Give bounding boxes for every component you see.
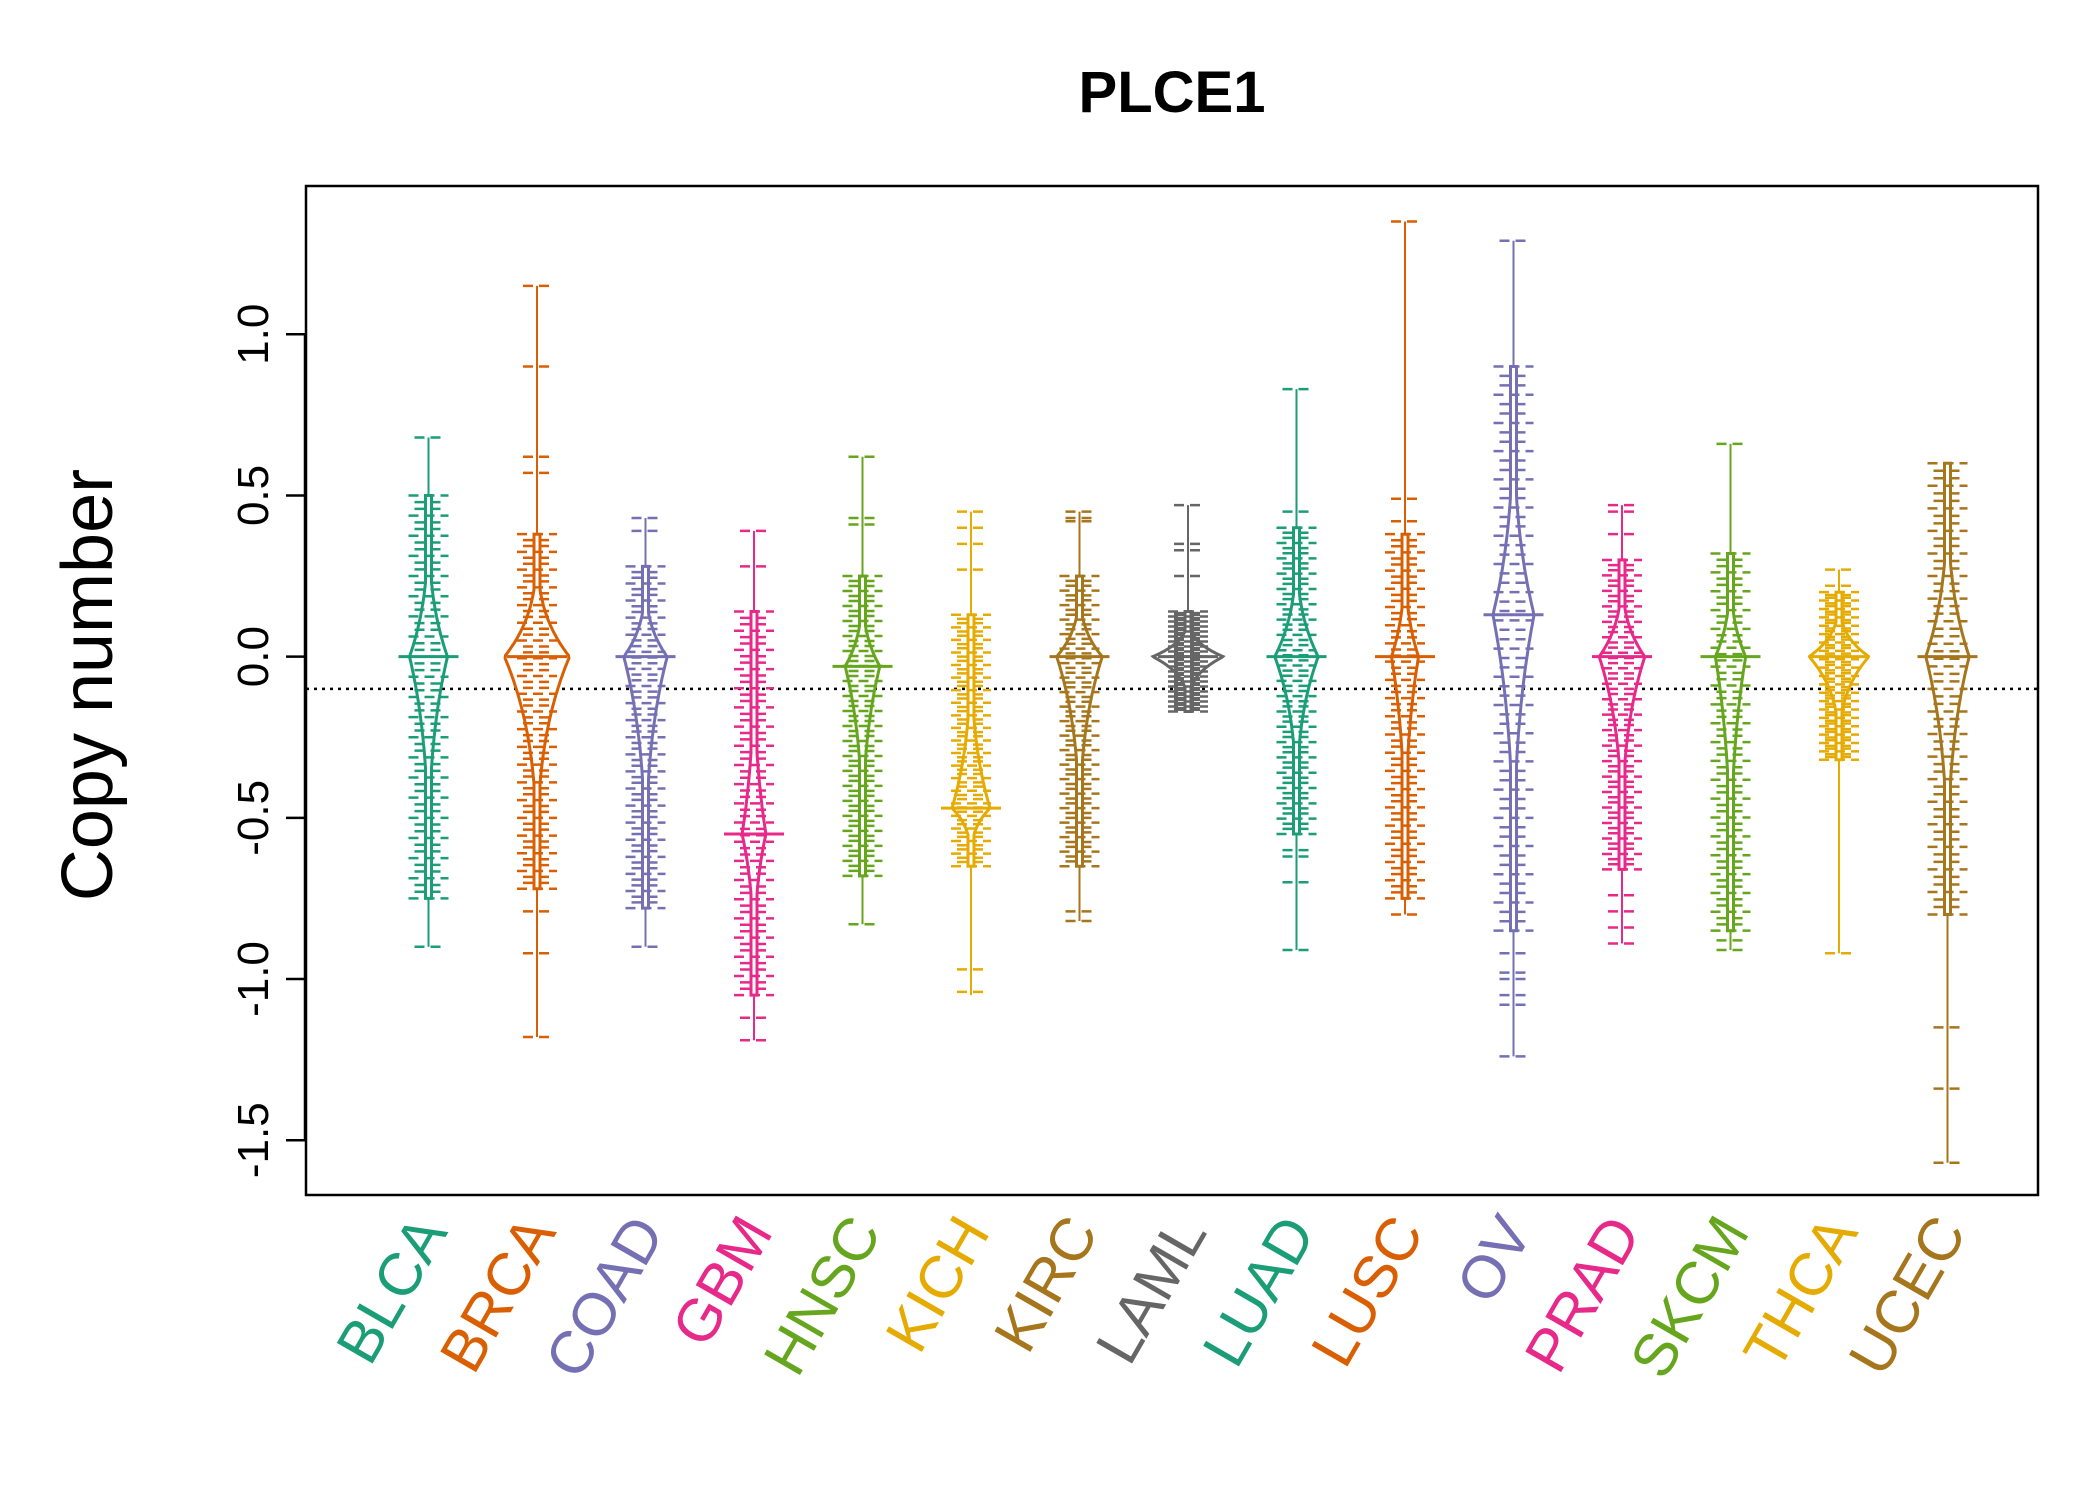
bean-gbm (724, 529, 784, 1042)
plot-box (304, 184, 2040, 1197)
y-tick-label: -0.5 (229, 780, 278, 856)
bean-brca (503, 284, 571, 1039)
bean-thca (1807, 568, 1871, 955)
bean-hnsc (832, 455, 893, 926)
y-tick-label: -1.5 (229, 1102, 278, 1178)
category-label-ov: OV (1443, 1205, 1544, 1314)
category-label-lusc: LUSC (1298, 1205, 1436, 1377)
beans (398, 220, 1978, 1165)
y-axis: -1.5 -1.0 -0.5 0.0 0.5 1.0 (229, 304, 307, 1178)
bean-lusc (1375, 220, 1435, 916)
plot-area (306, 220, 2038, 1165)
bean-prad (1592, 503, 1652, 945)
bean-coad (615, 516, 676, 949)
bean-skcm (1700, 442, 1761, 952)
y-tick-label: -1.0 (229, 941, 278, 1017)
bean-laml (1150, 503, 1226, 713)
bean-ov (1483, 239, 1544, 1058)
chart-title: PLCE1 (1079, 60, 1266, 125)
bean-ucec (1917, 461, 1978, 1165)
y-tick-label: 0.0 (229, 626, 278, 687)
y-axis-label: Copy number (48, 469, 128, 901)
bean-blca (398, 436, 459, 949)
bean-kich (941, 510, 1001, 996)
category-label-luad: LUAD (1190, 1205, 1328, 1377)
y-tick-label: 0.5 (229, 465, 278, 526)
bean-kirc (1049, 510, 1110, 923)
category-label-kich: KICH (873, 1205, 1003, 1363)
y-tick-label: 1.0 (229, 304, 278, 365)
bean-luad (1266, 387, 1327, 952)
